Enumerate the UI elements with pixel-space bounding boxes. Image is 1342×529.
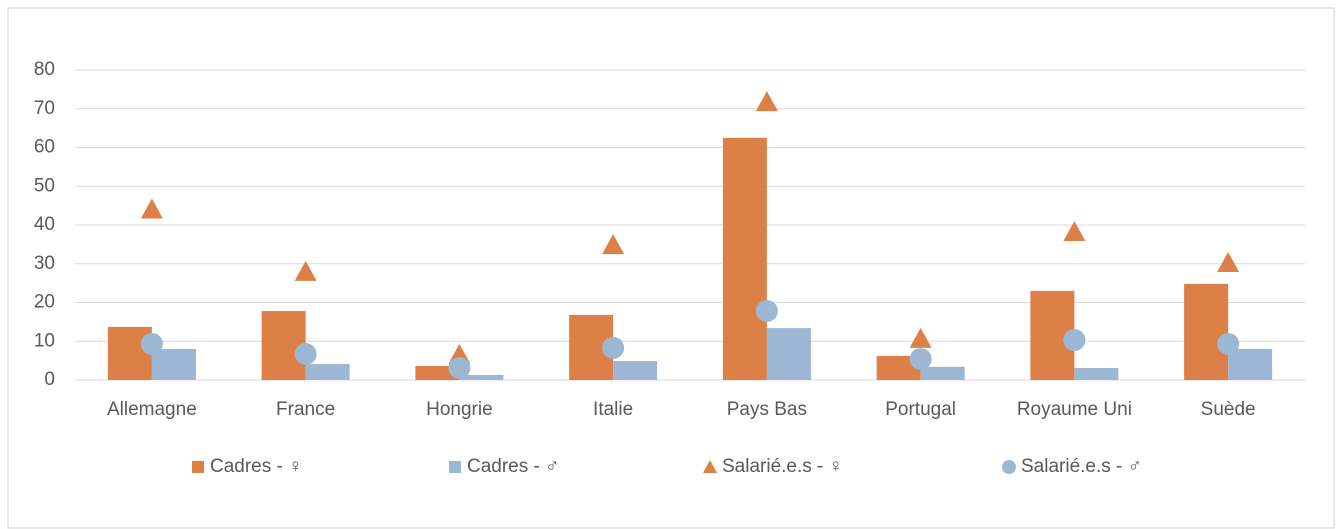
bar	[261, 311, 306, 380]
bar	[766, 328, 811, 380]
legend-swatch	[1002, 460, 1016, 474]
x-tick-label: Portugal	[885, 399, 956, 420]
y-tick-label: 50	[34, 175, 55, 196]
circle-marker	[448, 356, 471, 379]
bar	[107, 326, 152, 380]
triangle-marker	[602, 234, 625, 255]
bar	[613, 361, 658, 380]
circle-marker	[755, 300, 778, 323]
y-tick-label: 60	[34, 137, 55, 158]
bar	[920, 366, 965, 380]
circle-marker	[602, 336, 625, 359]
triangle-marker	[909, 327, 932, 348]
bar	[415, 366, 460, 380]
y-tick-label: 20	[34, 292, 55, 313]
x-tick-label: Hongrie	[426, 399, 493, 420]
x-tick-label: Allemagne	[107, 399, 197, 420]
x-tick-label: Royaume Uni	[1017, 399, 1132, 420]
circle-marker	[1063, 329, 1086, 352]
bar	[305, 364, 350, 380]
triangle-marker	[1217, 251, 1240, 272]
bar	[1228, 349, 1273, 380]
legend-label: Cadres - ♀	[210, 456, 302, 477]
circle-marker	[294, 343, 317, 366]
legend-label: Cadres - ♂	[467, 456, 559, 477]
x-tick-label: Suède	[1201, 399, 1256, 420]
chart-border	[7, 7, 1335, 529]
x-tick-label: France	[276, 399, 335, 420]
circle-marker	[1217, 332, 1240, 355]
bar	[459, 374, 504, 380]
legend-label: Salarié.e.s - ♀	[722, 456, 843, 477]
bar	[1074, 367, 1119, 380]
bar	[722, 137, 767, 380]
triangle-marker	[1063, 220, 1086, 241]
y-tick-label: 80	[34, 59, 55, 80]
y-tick-label: 0	[44, 369, 55, 390]
triangle-marker	[294, 260, 317, 281]
legend-swatch	[449, 461, 461, 473]
x-tick-label: Italie	[593, 399, 633, 420]
bar	[151, 349, 196, 380]
legend-swatch	[192, 461, 204, 473]
circle-marker	[909, 348, 932, 371]
triangle-marker	[140, 198, 163, 219]
y-tick-label: 10	[34, 330, 55, 351]
bar	[1184, 283, 1229, 380]
legend-label: Salarié.e.s - ♂	[1021, 456, 1142, 477]
y-tick-label: 40	[34, 214, 55, 235]
legend-swatch	[703, 460, 717, 473]
triangle-marker	[755, 91, 778, 112]
y-tick-label: 30	[34, 253, 55, 274]
x-tick-label: Pays Bas	[727, 399, 807, 420]
y-tick-label: 70	[34, 98, 55, 119]
circle-marker	[140, 332, 163, 355]
